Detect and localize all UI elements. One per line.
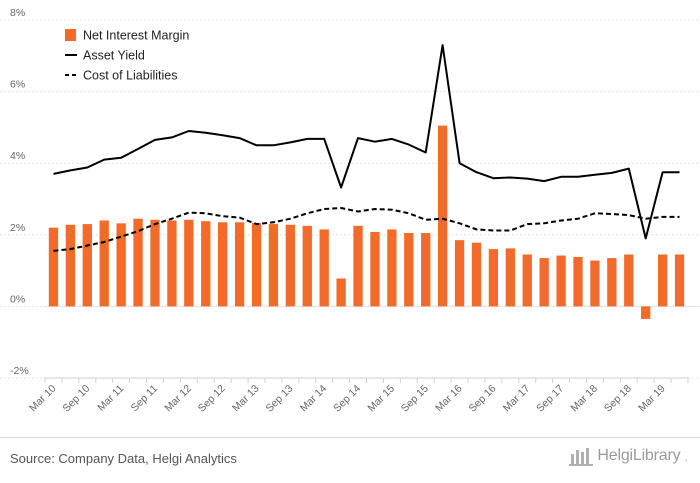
nim-bar: [268, 224, 279, 307]
x-tick-label: Sep 15: [399, 383, 431, 415]
nim-bar: [48, 227, 59, 307]
nim-bar: [421, 233, 431, 307]
y-tick-label: -2%: [10, 365, 29, 377]
footer-divider: [0, 437, 700, 438]
legend-label-cost-of-liabilities: Cost of Liabilities: [83, 69, 178, 83]
nim-bar: [454, 240, 465, 307]
nim-bars: [48, 125, 685, 319]
nim-bar: [201, 221, 211, 307]
y-tick-label: 8%: [10, 7, 25, 19]
nim-bar: [437, 125, 448, 307]
nim-bar: [336, 278, 346, 307]
nim-bar: [404, 233, 414, 307]
y-tick-label: 0%: [10, 293, 25, 305]
nim-bar: [251, 222, 262, 307]
x-tick-label: Mar 11: [95, 383, 126, 414]
nim-bar: [167, 220, 177, 307]
nim-bar: [657, 254, 668, 307]
nim-bar: [82, 224, 92, 307]
nim-bar: [387, 229, 397, 307]
series-lines: [53, 44, 680, 252]
x-tick-label: Mar 19: [636, 383, 668, 415]
y-tick-label: 6%: [10, 79, 25, 91]
nim-bar: [150, 219, 160, 307]
y-tick-label: 4%: [10, 150, 25, 162]
nim-bar: [505, 248, 515, 307]
legend: Net Interest Margin Asset Yield Cost of …: [65, 29, 189, 83]
x-tick-label: Mar 13: [230, 383, 262, 415]
nim-bar: [99, 220, 109, 307]
brand-dot: .: [684, 448, 688, 464]
nim-bar: [285, 224, 296, 307]
library-icon: [569, 448, 594, 466]
x-tick-label: Sep 11: [129, 383, 161, 415]
x-tick-label: Sep 10: [60, 383, 92, 415]
x-tick-label: Sep 18: [602, 383, 634, 415]
nim-bar: [674, 254, 685, 307]
cost-of-liabilities-line: [53, 207, 680, 252]
nim-bar: [234, 222, 245, 307]
x-tick-label: Mar 17: [501, 383, 533, 415]
legend-label-asset-yield: Asset Yield: [83, 49, 145, 63]
asset-yield-line: [53, 44, 680, 240]
nim-bar: [488, 249, 499, 307]
x-tick-label: Mar 14: [298, 383, 330, 415]
x-tick-label: Sep 13: [263, 383, 295, 415]
nim-bar: [184, 219, 194, 307]
nim-bar: [218, 222, 228, 307]
brand-logo: HelgiLibrary.: [569, 446, 688, 466]
nim-bar: [607, 258, 617, 307]
y-tick-label: 2%: [10, 222, 25, 234]
x-tick-label: Mar 10: [27, 383, 59, 415]
nim-bar: [573, 256, 583, 307]
x-tick-label: Sep 17: [534, 383, 566, 415]
nim-bar: [370, 231, 380, 307]
nim-bar: [556, 255, 566, 307]
nim-bar: [133, 218, 143, 307]
x-tick-label: Mar 15: [365, 383, 397, 415]
nim-bar: [319, 229, 329, 307]
nim-bar: [116, 223, 126, 307]
x-tick-label: Sep 14: [331, 383, 363, 415]
nim-bar: [65, 224, 76, 307]
nim-bar: [522, 254, 532, 307]
brand-name: HelgiLibrary: [597, 447, 681, 464]
legend-swatch-net-interest-margin: [65, 29, 76, 41]
nim-bar: [353, 225, 363, 307]
nim-bar: [624, 254, 634, 307]
x-tick-label: Sep 12: [196, 383, 228, 415]
nim-bar: [471, 242, 482, 307]
nim-bar: [302, 225, 312, 307]
nim-bar: [539, 258, 549, 307]
nim-bar: [641, 306, 651, 319]
legend-label-net-interest-margin: Net Interest Margin: [83, 29, 189, 43]
nim-bar: [590, 260, 600, 307]
x-tick-label: Mar 18: [568, 383, 600, 415]
x-tick-label: Mar 12: [162, 383, 194, 415]
x-tick-label: Sep 16: [467, 383, 499, 415]
x-tick-label: Mar 16: [433, 383, 465, 415]
source-note: Source: Company Data, Helgi Analytics: [10, 451, 237, 466]
